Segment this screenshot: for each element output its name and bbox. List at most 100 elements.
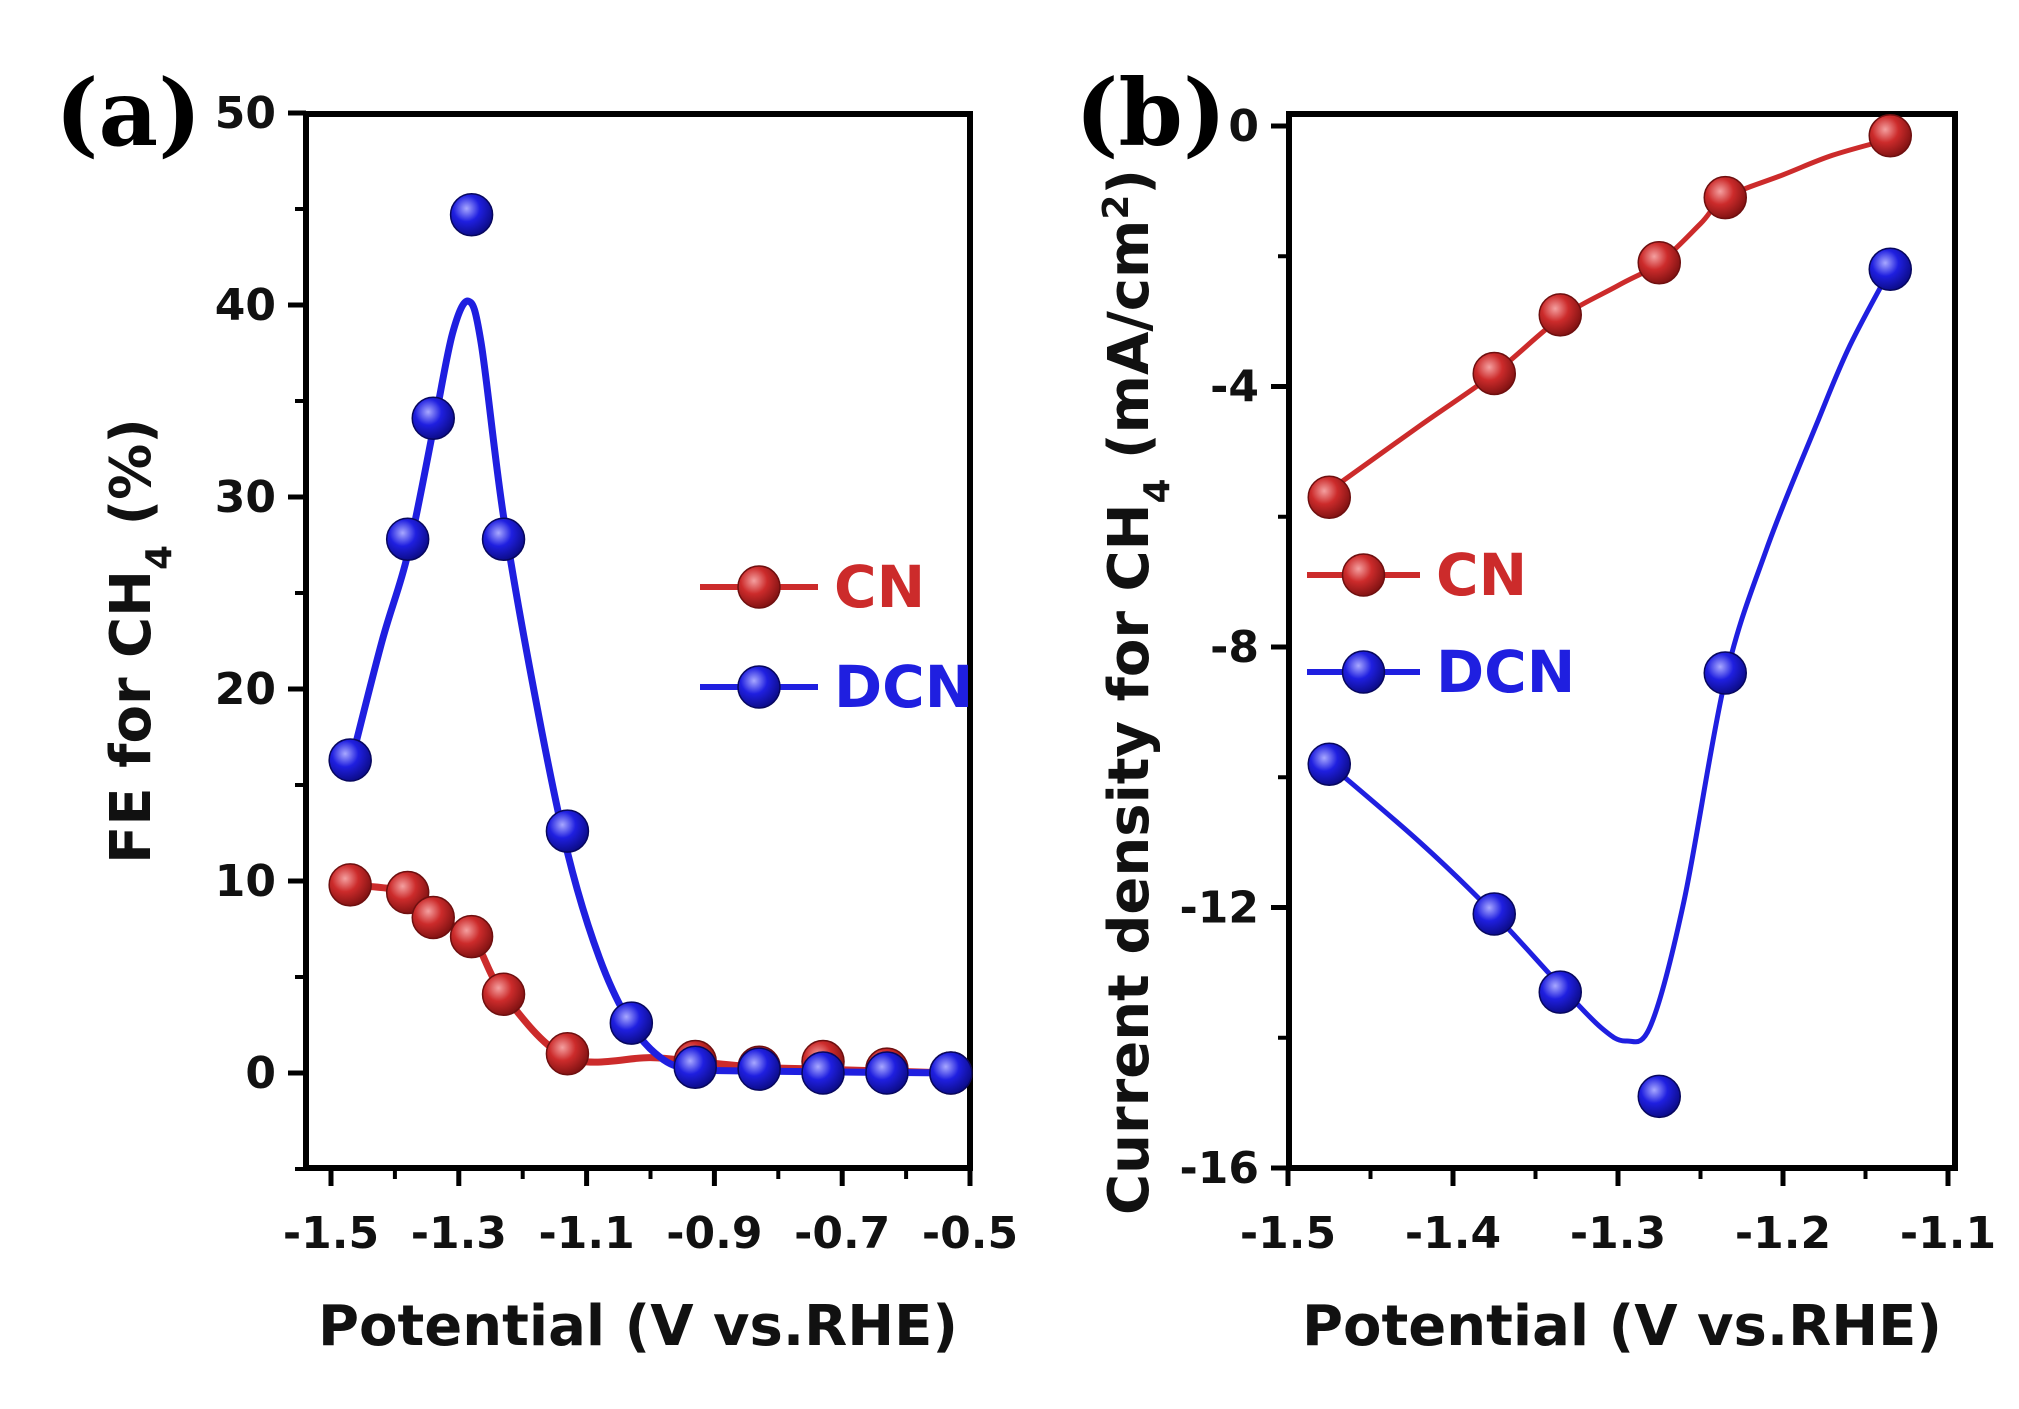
legend-marker-DCN	[737, 665, 781, 709]
data-point-DCN-a-sphere	[673, 1045, 717, 1089]
data-point-DCN-a	[481, 517, 526, 561]
data-point-DCN-a	[328, 738, 372, 782]
legend-marker-CN-sphere	[737, 565, 781, 609]
panel-label-b: (b)	[1075, 59, 1226, 167]
y-tick-label-b: -4	[1210, 362, 1259, 413]
legend-item-DCN-a: DCN	[700, 653, 973, 721]
y-tick-label-a: 50	[215, 88, 276, 139]
legend-label-CN: CN	[1436, 541, 1527, 609]
data-point-DCN-b	[1868, 247, 1912, 292]
data-point-DCN-a-sphere	[411, 396, 455, 441]
legend-marker-DCN-sphere	[737, 665, 781, 709]
x-tick-label-a: -1.1	[538, 1208, 634, 1259]
data-point-CN-b-sphere	[1307, 475, 1351, 519]
data-point-DCN-b-sphere	[1703, 651, 1747, 695]
data-point-DCN-b	[1307, 742, 1351, 786]
data-point-CN-b-sphere	[1472, 351, 1516, 396]
series-CN-b	[1307, 114, 1912, 519]
series-DCN-b	[1307, 247, 1912, 1119]
x-tick-label-b: -1.2	[1735, 1208, 1831, 1259]
data-point-DCN-a-sphere	[801, 1051, 845, 1095]
legend-item-DCN-b: DCN	[1307, 638, 1575, 706]
x-tick-label-a: -1.3	[411, 1208, 507, 1259]
y-tick-label-a: 20	[215, 664, 276, 715]
data-point-DCN-a	[801, 1051, 845, 1095]
panel-b: (b) -1.5 -1.4 -1.3 -1.2 -1.1 0 -4 -8 -12 -16 Potent…	[1075, 59, 1996, 1359]
x-tick-label-a: -1.5	[283, 1208, 379, 1259]
data-point-CN-b	[1307, 475, 1351, 519]
data-point-DCN-a	[737, 1047, 781, 1091]
x-tick-label-a: -0.9	[666, 1208, 762, 1259]
legend-label-DCN: DCN	[1436, 638, 1575, 706]
data-point-CN-b	[1868, 114, 1912, 158]
y-tick-label-a: 0	[245, 1048, 276, 1099]
data-point-DCN-b	[1538, 970, 1582, 1014]
data-point-CN-a	[545, 1032, 590, 1076]
data-point-CN-a	[411, 895, 455, 940]
data-point-DCN-a-sphere	[929, 1051, 973, 1095]
legend-item-CN-b: CN	[1307, 541, 1527, 609]
x-tick-label-b: -1.3	[1570, 1208, 1666, 1259]
x-tick-label-b: -1.5	[1240, 1208, 1336, 1259]
data-point-DCN-a	[385, 517, 430, 561]
data-point-DCN-a-sphere	[449, 193, 494, 237]
data-point-CN-a	[449, 914, 494, 959]
x-tick-label-b: -1.4	[1405, 1208, 1501, 1259]
data-point-CN-b	[1703, 175, 1747, 220]
panel-label-a: (a)	[55, 59, 202, 167]
data-point-CN-a-sphere	[545, 1032, 590, 1076]
y-tick-label-b: -12	[1180, 883, 1260, 934]
legend-label-DCN: DCN	[834, 653, 973, 721]
data-point-DCN-a-sphere	[328, 738, 372, 782]
x-tick-label-b: -1.1	[1900, 1208, 1996, 1259]
data-point-DCN-a	[929, 1051, 973, 1095]
data-point-CN-b-sphere	[1538, 293, 1582, 337]
x-axis-title-b: Potential (V vs.RHE)	[1302, 1294, 1942, 1359]
data-point-CN-a	[481, 972, 526, 1017]
data-point-DCN-a-sphere	[609, 1001, 654, 1045]
y-axis-title-a: FE for CH4 (%)	[99, 418, 180, 864]
data-point-CN-b-sphere	[1703, 175, 1747, 220]
legend-a: CN DCN	[700, 553, 973, 721]
data-point-CN-b	[1538, 293, 1582, 337]
data-point-DCN-b	[1472, 892, 1516, 936]
data-point-CN-b-sphere	[1868, 114, 1912, 158]
data-point-CN-b	[1637, 241, 1681, 285]
data-point-DCN-a-sphere	[385, 517, 430, 561]
y-tick-label-a: 30	[215, 472, 276, 523]
data-point-DCN-b-sphere	[1472, 892, 1516, 936]
data-point-DCN-a	[673, 1045, 717, 1089]
legend-item-CN-a: CN	[700, 553, 925, 621]
data-point-DCN-a-sphere	[545, 809, 590, 853]
legend-b: CN DCN	[1307, 541, 1575, 706]
data-point-DCN-b	[1703, 651, 1747, 695]
y-tick-label-a: 40	[215, 280, 276, 331]
y-tick-label-b: 0	[1228, 101, 1259, 152]
data-point-DCN-a	[545, 809, 590, 853]
x-tick-label-a: -0.5	[922, 1208, 1018, 1259]
data-point-DCN-a	[865, 1051, 909, 1095]
series-DCN-a	[328, 193, 973, 1095]
legend-marker-DCN	[1341, 650, 1386, 694]
data-point-DCN-b-sphere	[1637, 1074, 1681, 1119]
data-point-DCN-a-sphere	[737, 1047, 781, 1091]
panel-a: (a) -1.5 -1.3 -1.1 -0.9 -0.7 -0.5 0 10 20 30 40 50 Po…	[55, 59, 1018, 1359]
data-point-DCN-a-sphere	[865, 1051, 909, 1095]
data-point-DCN-b-sphere	[1538, 970, 1582, 1014]
y-tick-label-a: 10	[215, 856, 276, 907]
legend-marker-CN-sphere	[1341, 553, 1386, 597]
data-point-CN-a-sphere	[449, 914, 494, 959]
axes-frame-b	[1286, 111, 1958, 1171]
data-point-CN-a-sphere	[411, 895, 455, 940]
legend-marker-CN	[737, 565, 781, 609]
axes-frame-a	[303, 111, 973, 1171]
data-point-DCN-b-sphere	[1868, 247, 1912, 292]
y-tick-label-b: -16	[1180, 1143, 1260, 1194]
data-point-CN-b	[1472, 351, 1516, 396]
fit-line-CN-b	[1326, 136, 1893, 494]
legend-marker-DCN-sphere	[1341, 650, 1386, 694]
data-point-CN-a	[328, 863, 372, 907]
data-point-DCN-a	[411, 396, 455, 441]
